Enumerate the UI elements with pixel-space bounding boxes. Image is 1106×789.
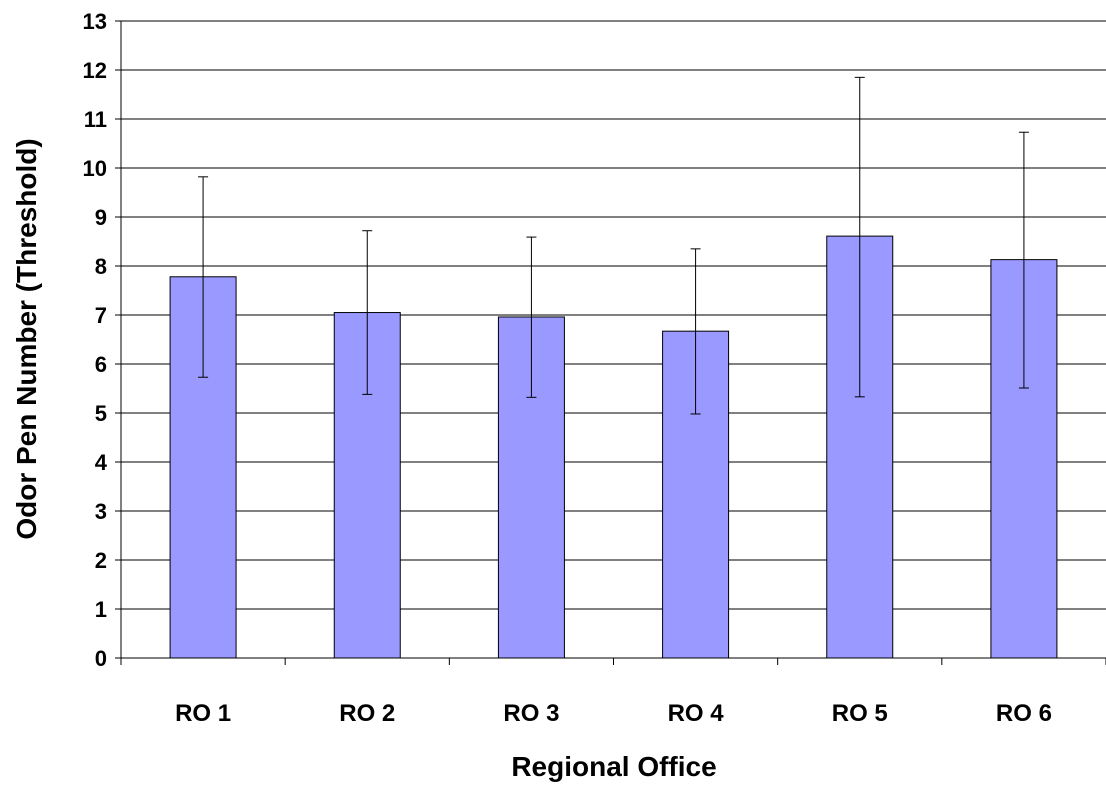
error-bar-ro-3 (526, 236, 537, 398)
y-tick-label-6: 6 (95, 352, 107, 377)
error-bar-ro-6 (1018, 131, 1029, 389)
y-tick-label-0: 0 (95, 646, 107, 671)
x-axis-title: Regional Office (511, 751, 716, 782)
x-tick-label-ro-1: RO 1 (175, 700, 231, 727)
y-tick-label-13: 13 (83, 9, 107, 34)
y-tick-label-2: 2 (95, 548, 107, 573)
y-tick-label-8: 8 (95, 254, 107, 279)
y-tick-label-7: 7 (95, 303, 107, 328)
y-tick-label-4: 4 (95, 450, 108, 475)
y-tick-label-11: 11 (84, 107, 107, 132)
y-tick-label-10: 10 (83, 156, 107, 181)
error-bar-ro-5 (854, 76, 865, 398)
bars (169, 235, 1058, 659)
error-bar-ro-4 (690, 248, 701, 415)
gridlines (121, 20, 1106, 610)
error-bars (198, 76, 1029, 415)
x-tick-label-ro-6: RO 6 (996, 700, 1052, 727)
x-tick-label-ro-2: RO 2 (339, 700, 395, 727)
error-bar-ro-1 (198, 176, 209, 378)
x-tick-label-ro-5: RO 5 (832, 700, 888, 727)
y-tick-label-3: 3 (95, 499, 107, 524)
y-tick-label-5: 5 (95, 401, 107, 426)
x-tick-label-ro-4: RO 4 (668, 700, 725, 727)
axes (115, 20, 1106, 665)
y-tick-label-12: 12 (83, 58, 107, 83)
x-tick-label-ro-3: RO 3 (503, 700, 559, 727)
error-bar-ro-2 (362, 230, 373, 395)
y-axis-title: Odor Pen Number (Threshold) (11, 138, 42, 539)
y-tick-label-9: 9 (95, 205, 107, 230)
y-tick-label-1: 1 (95, 597, 107, 622)
